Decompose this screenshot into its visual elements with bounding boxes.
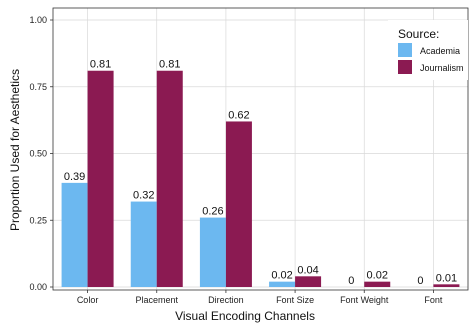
legend-label-academia: Academia xyxy=(420,46,460,56)
bar-journalism xyxy=(87,70,114,287)
data-label-journalism: 0.01 xyxy=(436,272,457,284)
data-label-journalism: 0.62 xyxy=(228,109,249,121)
data-label-journalism: 0.81 xyxy=(159,59,180,71)
bar-academia xyxy=(269,281,296,287)
legend-swatch-academia xyxy=(398,43,412,57)
x-tick-label: Color xyxy=(77,295,99,305)
bar-journalism xyxy=(225,121,252,288)
data-labels: 0.39 0.32 0.26 0.02 0 0 0.81 0.81 0.62 0.04 0.02 0.… xyxy=(64,59,457,287)
data-label-academia: 0.02 xyxy=(271,270,292,282)
data-label-academia: 0.39 xyxy=(64,171,85,183)
legend-title: Source: xyxy=(398,27,439,41)
y-tick-label: 1.00 xyxy=(29,15,47,25)
x-tick-label: Font Size xyxy=(276,295,314,305)
y-tick-label: 0.50 xyxy=(29,149,47,159)
data-label-journalism: 0.04 xyxy=(297,264,318,276)
y-tick-label: 0.00 xyxy=(29,282,47,292)
legend-swatch-journalism xyxy=(398,60,412,74)
x-tick-label: Direction xyxy=(208,295,244,305)
bar-academia xyxy=(199,217,226,287)
bar-journalism xyxy=(433,284,460,287)
x-tick-label: Font xyxy=(424,295,443,305)
data-label-journalism: 0.02 xyxy=(367,270,388,282)
x-axis-title: Visual Encoding Channels xyxy=(175,309,315,323)
y-axis-title: Proportion Used for Aesthetics xyxy=(8,69,22,231)
data-label-journalism: 0.81 xyxy=(90,59,111,71)
bars xyxy=(61,70,460,288)
data-label-academia: 0.32 xyxy=(133,190,154,202)
plot-frame xyxy=(52,7,469,291)
bar-journalism xyxy=(295,276,322,287)
bar-journalism xyxy=(364,281,391,287)
legend-label-journalism: Journalism xyxy=(420,63,464,73)
x-tick-label: Font Weight xyxy=(340,295,389,305)
bar-journalism xyxy=(156,70,183,287)
y-tick-label: 0.75 xyxy=(29,82,47,92)
data-label-academia: 0.26 xyxy=(202,206,223,218)
bar-academia xyxy=(61,182,88,287)
legend: Source: Academia Journalism xyxy=(388,20,468,80)
data-label-academia: 0 xyxy=(417,275,423,287)
bar-academia xyxy=(130,201,157,287)
data-label-academia: 0 xyxy=(348,275,354,287)
y-tick-label: 0.25 xyxy=(29,215,47,225)
axes: 0.00 0.25 0.50 0.75 1.00 Color Placement Direct… xyxy=(29,7,469,305)
x-tick-label: Placement xyxy=(135,295,178,305)
